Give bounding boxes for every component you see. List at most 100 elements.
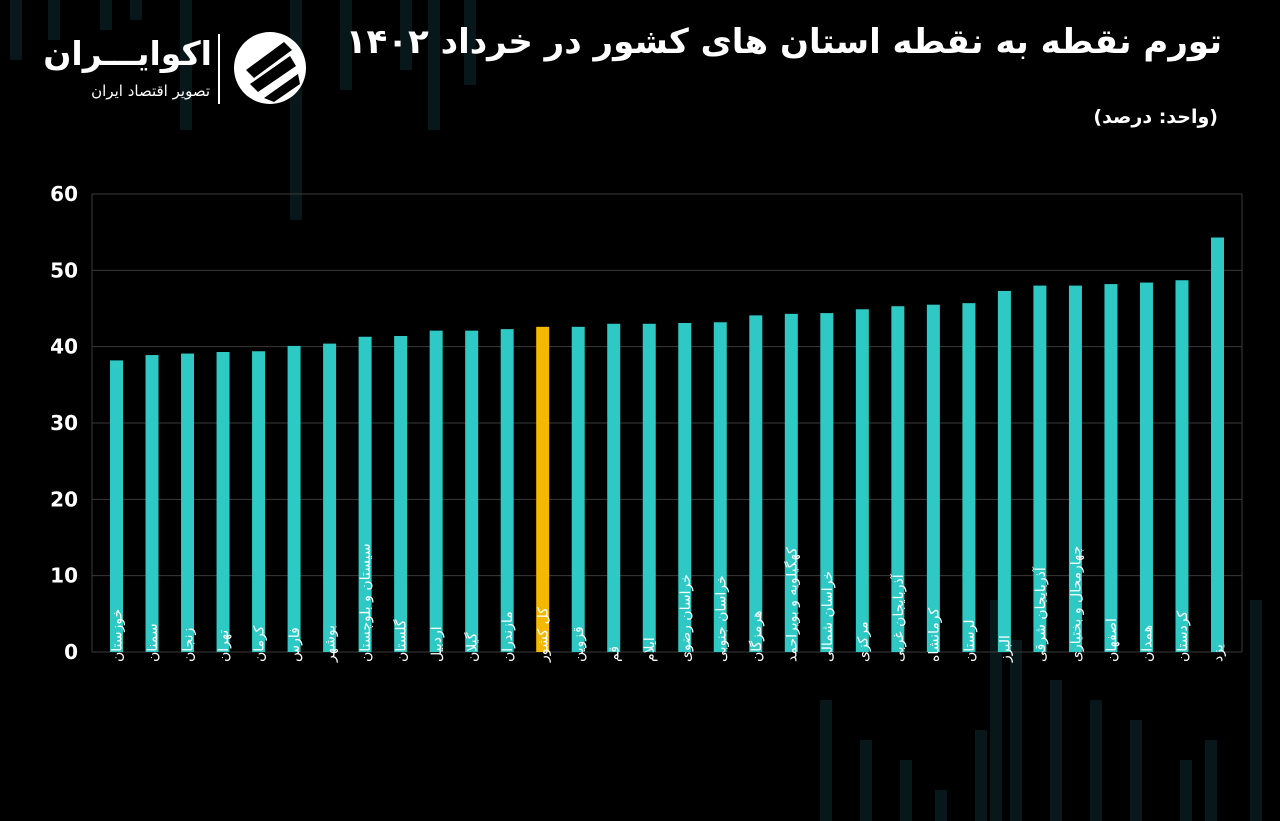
bar (749, 315, 763, 652)
background-decoration-bar (1050, 680, 1062, 821)
background-decoration-bar (1205, 740, 1217, 821)
bar (713, 322, 727, 652)
background-decoration-bar (900, 760, 912, 821)
bar (287, 345, 301, 652)
brand-block: اکوایـــران تصویر اقتصاد ایران (43, 30, 320, 110)
bar (1139, 282, 1153, 652)
background-decoration-bar (820, 700, 832, 821)
x-tick-label: خوزستان (110, 609, 126, 662)
bar (145, 355, 159, 652)
background-decoration-bar (990, 600, 1002, 821)
x-tick-label: اردبیل (429, 626, 445, 662)
x-tick-label: کردستان (1175, 611, 1191, 662)
bar (465, 330, 479, 652)
bar (571, 326, 585, 652)
x-tick-label: اصفهان (1104, 618, 1120, 662)
bar (1068, 285, 1082, 652)
background-decoration-bar (1180, 760, 1192, 821)
x-tick-label: کل کشور (536, 607, 552, 663)
brand-divider (218, 34, 220, 104)
background-decoration-bar (464, 0, 476, 85)
bars (110, 237, 1224, 652)
ekoiran-logo-icon (234, 32, 306, 104)
y-tick-label: 20 (50, 487, 78, 511)
x-tick-label: هرمزگان (748, 610, 765, 662)
y-tick-label: 30 (50, 411, 78, 435)
x-tick-label: بوشهر (323, 625, 339, 663)
background-decoration-bar (935, 790, 947, 821)
x-tick-label: گلستان (393, 619, 410, 662)
highlight-bar (536, 326, 550, 652)
unit-label: (واحد: درصد) (1093, 106, 1218, 128)
bar (962, 303, 976, 652)
y-tick-label: 0 (64, 640, 78, 664)
x-tick-label: مازندران (500, 611, 516, 662)
background-decoration-bar (428, 0, 440, 130)
x-tick-label: مرکزی (855, 621, 871, 662)
brand-tagline: تصویر اقتصاد ایران (91, 82, 210, 100)
bar (1033, 285, 1047, 652)
bar (358, 336, 372, 652)
x-tick-label: کرمانشاه (926, 608, 942, 662)
bar (216, 352, 230, 652)
x-tick-label: کرمان (252, 625, 268, 662)
background-decoration-bar (860, 740, 872, 821)
background-decoration (10, 0, 1262, 821)
x-tick-label: خراسان شمالی (820, 571, 836, 662)
x-tick-label: قزوین (571, 626, 587, 662)
background-decoration-bar (1090, 700, 1102, 821)
background-decoration-bar (180, 0, 192, 130)
bar (678, 323, 692, 652)
bar (500, 329, 514, 652)
background-decoration-bar (48, 0, 60, 40)
bar (784, 313, 798, 652)
x-tick-label: آذربایجان شرقی (1032, 566, 1049, 662)
grid-lines (91, 193, 1243, 653)
x-axis-labels: خوزستان سمنان زنجان تهران کرمان فارس بوشهر سیست… (110, 543, 1227, 663)
bar (252, 351, 266, 652)
x-tick-label: کهگیلویه و بویراحمد (783, 547, 800, 662)
bar (394, 335, 408, 652)
x-tick-label: سیستان و بلوچستان (358, 543, 374, 662)
bar (1175, 280, 1189, 652)
brand-name: اکوایـــران (43, 34, 212, 73)
x-tick-label: قم (607, 646, 623, 662)
y-tick-label: 40 (50, 335, 78, 359)
background-decoration-bar (1250, 600, 1262, 821)
background-decoration-bar (100, 0, 112, 30)
x-tick-label: سمنان (145, 623, 161, 662)
background-decoration-bar (10, 0, 22, 60)
background-decoration-bar (340, 0, 352, 90)
y-tick-label: 50 (50, 258, 78, 282)
x-tick-label: یزد (1211, 644, 1227, 662)
y-tick-label: 60 (50, 182, 78, 206)
x-tick-label: تهران (216, 630, 232, 662)
x-tick-label: لرستان (962, 620, 978, 663)
bar (1104, 284, 1118, 652)
x-tick-label: خراسان جنوبی (713, 575, 729, 662)
bar (855, 309, 869, 652)
x-tick-label: فارس (287, 627, 303, 662)
bar (1211, 237, 1224, 652)
x-tick-label: زنجان (181, 628, 197, 662)
bar (997, 290, 1011, 652)
y-tick-label: 10 (50, 564, 78, 588)
background-decoration-bar (975, 730, 987, 821)
bar (110, 360, 123, 652)
bar (926, 304, 940, 652)
x-tick-label: آذربایجان غربی (890, 573, 907, 662)
x-tick-label: ایلام (642, 637, 658, 662)
bar (642, 323, 656, 652)
background-decoration-bar (1130, 720, 1142, 821)
background-decoration-bar (1010, 640, 1022, 821)
background-decoration-bar (400, 0, 412, 70)
background-decoration-bar (130, 0, 142, 20)
chart-title: تورم نقطه به نقطه استان های کشور در خردا… (345, 22, 1222, 62)
x-tick-label: خراسان رضوی (678, 574, 694, 662)
y-axis-ticks: 0 10 20 30 40 50 60 (50, 182, 78, 664)
bar (323, 343, 337, 652)
x-tick-label: همدان (1139, 625, 1155, 662)
bar (891, 306, 905, 652)
